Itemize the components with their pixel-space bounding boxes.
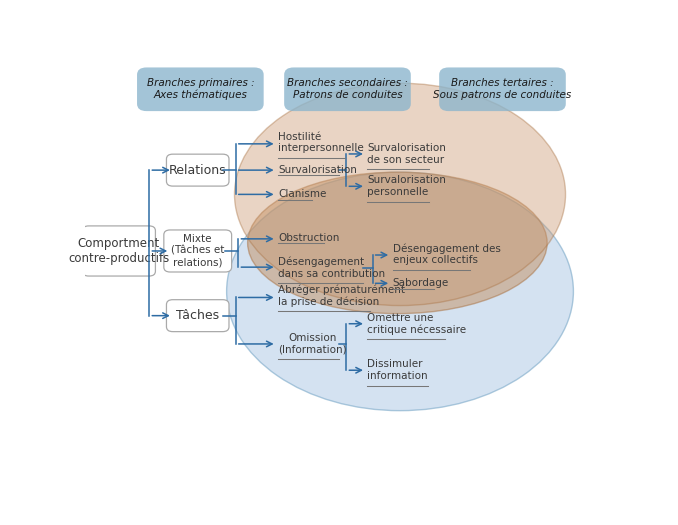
Text: Branches primaires :
Axes thématiques: Branches primaires : Axes thématiques: [146, 78, 254, 100]
Text: Omission
(Information): Omission (Information): [278, 333, 346, 355]
Ellipse shape: [247, 172, 547, 313]
FancyBboxPatch shape: [83, 226, 155, 276]
Ellipse shape: [235, 83, 565, 306]
FancyBboxPatch shape: [439, 67, 566, 111]
Text: Survalorisation
de son secteur: Survalorisation de son secteur: [367, 143, 446, 165]
Text: Comportment
contre-productifs: Comportment contre-productifs: [68, 237, 170, 265]
Text: Désengagement
dans sa contribution: Désengagement dans sa contribution: [278, 257, 385, 279]
Text: Survalorisation
personnelle: Survalorisation personnelle: [367, 175, 446, 197]
Text: Mixte
(Tâches et
relations): Mixte (Tâches et relations): [171, 234, 224, 268]
FancyBboxPatch shape: [164, 230, 232, 272]
Text: Clanisme: Clanisme: [278, 190, 327, 200]
Ellipse shape: [226, 172, 574, 411]
Text: Désengagement des
enjeux collectifs: Désengagement des enjeux collectifs: [393, 243, 500, 265]
Text: Branches secondaires :
Patrons de conduites: Branches secondaires : Patrons de condui…: [287, 78, 408, 100]
Text: Hostilité
interpersonnelle: Hostilité interpersonnelle: [278, 132, 364, 153]
Text: Omettre une
critique nécessaire: Omettre une critique nécessaire: [367, 313, 466, 335]
Text: Dissimuler
information: Dissimuler information: [367, 360, 428, 381]
FancyBboxPatch shape: [167, 154, 229, 186]
Text: Sabordage: Sabordage: [393, 278, 449, 288]
FancyBboxPatch shape: [284, 67, 411, 111]
Text: Relations: Relations: [169, 164, 226, 176]
FancyBboxPatch shape: [167, 300, 229, 332]
FancyBboxPatch shape: [137, 67, 264, 111]
Text: Survalorisation: Survalorisation: [278, 165, 357, 175]
Text: Obstruction: Obstruction: [278, 233, 340, 243]
Text: Tâches: Tâches: [176, 309, 219, 322]
Text: Abréger prématurément
la prise de décision: Abréger prématurément la prise de décisi…: [278, 284, 405, 307]
Text: Branches tertaires :
Sous patrons de conduites: Branches tertaires : Sous patrons de con…: [433, 78, 572, 100]
